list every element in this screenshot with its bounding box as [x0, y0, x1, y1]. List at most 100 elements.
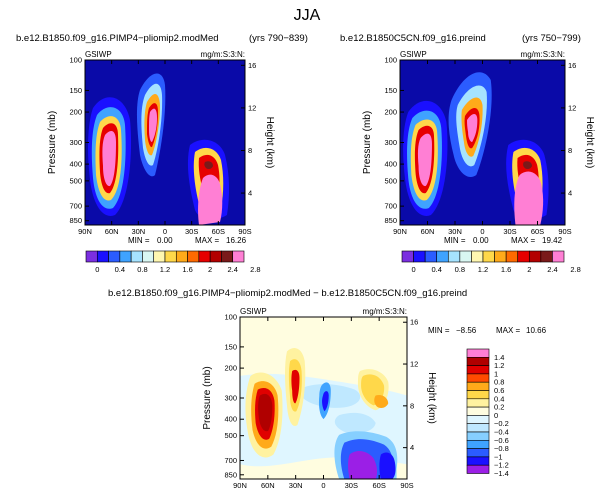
panel-1-y-tick-label: 150	[69, 86, 82, 95]
panel-3-max-label: MAX =	[496, 326, 521, 335]
panel-2-y2-axis-label: Height (km)	[584, 117, 595, 169]
panel-2-colorbar-swatch	[413, 250, 426, 263]
panel-3-colorbar-swatch	[466, 390, 490, 400]
panel-3-colorbar-label: 0.2	[494, 403, 504, 412]
panel-2-colorbar-label: 0.8	[455, 265, 465, 274]
panel-1-colorbar-swatch	[175, 250, 188, 263]
panel-1-x-tick-label: 0	[163, 227, 167, 236]
panel-3-contours	[240, 348, 407, 479]
panel-1-colorbar-swatch	[108, 250, 121, 263]
panel-2-x-tick-label: 60S	[531, 227, 544, 236]
panel-1-x-tick-label: 60S	[212, 227, 225, 236]
panel-2-y-tick-label: 200	[384, 108, 397, 117]
panel-3-colorbar-swatch	[466, 381, 490, 391]
panel-2-y2-tick-label: 16	[568, 61, 576, 70]
panel-1: b.e12.B1850.f09_g16.PIMP4−pliomip2.modMe…	[16, 33, 308, 274]
panel-1-var-label: GSIWP	[85, 50, 112, 59]
panel-2-plot-area	[400, 60, 565, 225]
panel-1-colorbar-swatch	[153, 250, 166, 263]
panel-1-colorbar-label: 2.4	[227, 265, 237, 274]
panel-2-y2-tick-label: 4	[568, 189, 572, 198]
panel-2-colorbar-label: 0	[411, 265, 415, 274]
panel-2-colorbar-label: 2.8	[570, 265, 580, 274]
panel-2-colorbar-label: 1.6	[501, 265, 511, 274]
panel-1-y2-axis-label: Height (km)	[264, 117, 275, 169]
panel-3-colorbar-swatch	[466, 431, 490, 441]
panel-1-colorbar-swatch	[232, 250, 245, 263]
panel-1-min-value: 0.00	[157, 236, 173, 245]
panel-1-x-tick-label: 60N	[105, 227, 119, 236]
panel-1-y2-tick-label: 12	[248, 103, 256, 112]
panel-2-x-tick-label: 0	[480, 227, 484, 236]
panel-1-colorbar-swatch	[96, 250, 109, 263]
panel-2-colorbar-swatch	[505, 250, 519, 263]
panel-3-x-tick-label: 60N	[261, 481, 275, 490]
panel-2-y-tick-label: 850	[384, 216, 397, 225]
panel-2-x-tick-label: 90S	[558, 227, 571, 236]
panel-3-min-label: MIN =	[428, 326, 450, 335]
panel-1-y-axis-label: Pressure (mb)	[47, 111, 58, 174]
panel-1-x-tick-label: 30S	[185, 227, 198, 236]
panel-3-y2-tick-label: 16	[410, 318, 418, 327]
panel-2-right-title: (yrs 750−799)	[522, 33, 581, 44]
panel-2-max-label: MAX =	[511, 236, 536, 245]
panel-3-colorbar-swatch	[466, 356, 490, 366]
panel-2-colorbar-swatch	[482, 250, 495, 263]
panel-1-left-title: b.e12.B1850.f09_g16.PIMP4−pliomip2.modMe…	[16, 33, 219, 44]
panel-1-colorbar-label: 0	[95, 265, 99, 274]
panel-2-colorbar-swatch	[494, 250, 507, 263]
panel-3-x-tick-label: 30N	[289, 481, 303, 490]
panel-3-colorbar-label: 1	[494, 369, 498, 378]
panel-1-y-tick-label: 400	[69, 160, 82, 169]
panel-2-colorbar-swatch	[528, 250, 542, 263]
panel-2-colorbar-swatch	[424, 250, 438, 263]
panel-2-x-tick-label: 30S	[503, 227, 516, 236]
panel-2-colorbar-swatch	[436, 250, 449, 263]
panel-1-colorbar-swatch	[142, 250, 155, 263]
panel-1-x-tick-label: 90S	[238, 227, 251, 236]
panel-3-colorbar-label: −0.2	[494, 419, 509, 428]
panel-3-y-tick-label: 100	[224, 313, 237, 322]
figure-title: JJA	[294, 7, 321, 24]
panel-1-contours	[88, 73, 230, 225]
panel-3-y-tick-label: 400	[224, 415, 237, 424]
panel-2-y2-tick-label: 12	[568, 103, 576, 112]
panel-1-colorbar-label: 1.6	[182, 265, 192, 274]
panel-3-y-tick-label: 500	[224, 431, 237, 440]
panel-3-y2-tick-label: 12	[410, 360, 418, 369]
panel-3-title: b.e12.B1850.f09_g16.PIMP4−pliomip2.modMe…	[108, 288, 467, 299]
panel-2-colorbar-label: 0.4	[431, 265, 441, 274]
panel-3-colorbar-label: −0.8	[494, 444, 509, 453]
panel-2-x-tick-label: 30N	[448, 227, 462, 236]
panel-3-plot-area	[240, 317, 407, 479]
panel-1-y-tick-label: 850	[69, 216, 82, 225]
panel-1-x-tick-label: 30N	[131, 227, 145, 236]
panel-3-colorbar-label: −0.6	[494, 436, 509, 445]
panel-3-max-value: 10.66	[526, 326, 547, 335]
panel-3-units-label: mg/m:S:3:N:	[363, 307, 407, 316]
panel-1-colorbar-label: 1.2	[160, 265, 170, 274]
panel-1-colorbar-swatch	[187, 250, 200, 263]
panel-2-var-label: GSIWP	[400, 50, 427, 59]
panel-1-colorbar-swatch	[119, 250, 132, 263]
panel-1-colorbar-swatch	[221, 250, 234, 263]
panel-1-colorbar-label: 2.8	[250, 265, 260, 274]
panel-3-colorbar-label: 1.4	[494, 353, 504, 362]
panel-1-y2-tick-label: 8	[248, 146, 252, 155]
panel-1-y-tick-label: 500	[69, 176, 82, 185]
panel-1-right-title: (yrs 790−839)	[249, 33, 308, 44]
panel-1-colorbar-label: 0.4	[115, 265, 125, 274]
panel-2-left-title: b.e12.B1850C5CN.f09_g16.preind	[340, 33, 486, 44]
panel-3-colorbar-swatch	[466, 464, 490, 474]
panel-2-y-tick-label: 500	[384, 176, 397, 185]
panel-2-colorbar-swatch	[517, 250, 530, 263]
panel-1-max-value: 16.26	[226, 236, 247, 245]
panel-3-var-label: GSIWP	[240, 307, 267, 316]
panel-3-colorbar-label: 0.8	[494, 378, 504, 387]
panel-2-colorbar-swatch	[401, 250, 414, 263]
panel-3-colorbar-label: −1.4	[494, 469, 509, 478]
panel-1-min-label: MIN =	[128, 236, 150, 245]
panel-3-colorbar-swatch	[466, 365, 490, 375]
panel-3-x-tick-label: 90S	[400, 481, 413, 490]
panel-1-y-tick-label: 200	[69, 108, 82, 117]
